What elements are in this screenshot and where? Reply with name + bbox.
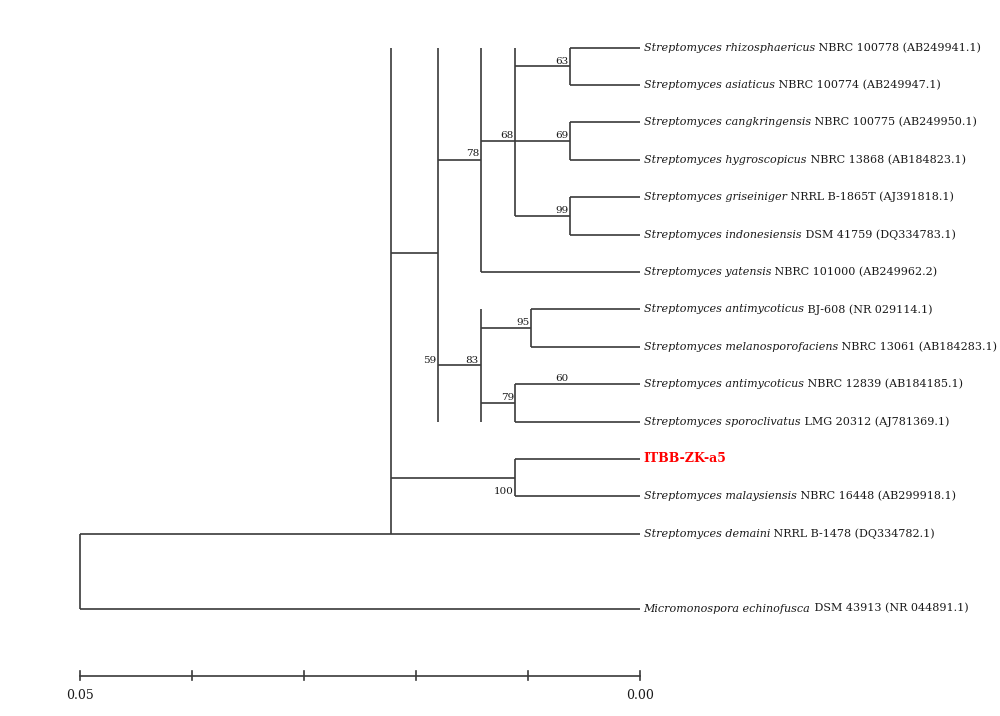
Text: Streptomyces indonesiensis: Streptomyces indonesiensis [644,230,801,240]
Text: Streptomyces griseiniger: Streptomyces griseiniger [644,192,787,202]
Text: DSM 41759 (DQ334783.1): DSM 41759 (DQ334783.1) [802,229,956,240]
Text: 69: 69 [555,131,568,140]
Text: LMG 20312 (AJ781369.1): LMG 20312 (AJ781369.1) [801,416,949,427]
Text: NBRC 101000 (AB249962.2): NBRC 101000 (AB249962.2) [771,267,938,277]
Text: NBRC 12839 (AB184185.1): NBRC 12839 (AB184185.1) [804,379,963,390]
Text: 60: 60 [555,374,568,384]
Text: NBRC 13868 (AB184823.1): NBRC 13868 (AB184823.1) [807,155,966,165]
Text: 95: 95 [516,319,529,327]
Text: Streptomyces hygroscopicus: Streptomyces hygroscopicus [644,155,806,165]
Text: 68: 68 [501,131,514,140]
Text: DSM 43913 (NR 044891.1): DSM 43913 (NR 044891.1) [811,604,968,614]
Text: NBRC 100774 (AB249947.1): NBRC 100774 (AB249947.1) [775,80,941,90]
Text: Streptomyces yatensis: Streptomyces yatensis [644,267,771,277]
Text: Streptomyces malaysiensis: Streptomyces malaysiensis [644,491,797,501]
Text: 99: 99 [555,206,568,216]
Text: 0.05: 0.05 [67,689,94,702]
Text: 59: 59 [423,356,436,364]
Text: 0.00: 0.00 [626,689,654,702]
Text: Streptomyces asiaticus: Streptomyces asiaticus [644,80,775,90]
Text: NBRC 100778 (AB249941.1): NBRC 100778 (AB249941.1) [815,42,981,53]
Text: BJ-608 (NR 029114.1): BJ-608 (NR 029114.1) [804,304,933,314]
Text: Streptomyces cangkringensis: Streptomyces cangkringensis [644,117,811,127]
Text: 100: 100 [494,487,514,495]
Text: 63: 63 [555,57,568,66]
Text: 83: 83 [466,356,479,364]
Text: ITBB-ZK-a5: ITBB-ZK-a5 [644,453,727,465]
Text: NBRC 16448 (AB299918.1): NBRC 16448 (AB299918.1) [797,491,956,501]
Text: 79: 79 [501,393,514,402]
Text: 78: 78 [466,149,479,158]
Text: Streptomyces antimycoticus: Streptomyces antimycoticus [644,379,804,390]
Text: Streptomyces antimycoticus: Streptomyces antimycoticus [644,304,804,314]
Text: NRRL B-1865T (AJ391818.1): NRRL B-1865T (AJ391818.1) [787,192,954,203]
Text: NRRL B-1478 (DQ334782.1): NRRL B-1478 (DQ334782.1) [770,528,935,539]
Text: Streptomyces rhizosphaericus: Streptomyces rhizosphaericus [644,43,815,53]
Text: Streptomyces demaini: Streptomyces demaini [644,528,770,538]
Text: Streptomyces melanosporofaciens: Streptomyces melanosporofaciens [644,342,838,352]
Text: Streptomyces sporoclivatus: Streptomyces sporoclivatus [644,417,800,427]
Text: Micromonospora echinofusca: Micromonospora echinofusca [644,604,810,614]
Text: NBRC 100775 (AB249950.1): NBRC 100775 (AB249950.1) [811,117,977,127]
Text: NBRC 13061 (AB184283.1): NBRC 13061 (AB184283.1) [838,342,997,352]
